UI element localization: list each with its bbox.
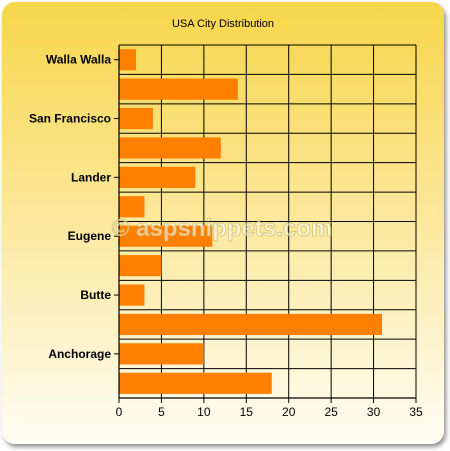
x-tick-label: 30 [367,405,381,419]
bar [119,372,272,394]
x-tick-label: 20 [282,405,296,419]
grid [118,44,417,398]
bar [119,343,204,365]
category-label: Walla Walla [46,53,111,67]
category-label: San Francisco [29,112,111,126]
bar [119,196,145,218]
bars [119,49,383,394]
bar [119,166,196,188]
bar [119,225,213,247]
chart-panel [2,2,444,444]
chart-title: USA City Distribution [172,18,274,30]
x-tick-label: 35 [409,405,423,419]
bar [119,313,383,336]
watermark: © aspsnippets.com [112,215,332,242]
x-tick-label: 15 [240,405,254,419]
bar [119,284,145,306]
category-label: Anchorage [48,347,111,361]
bar [119,78,238,100]
category-labels: Anchorage Butte Eugene Lander San Francisco W… [29,53,111,361]
bar [119,49,136,71]
category-label: Butte [80,288,111,302]
axes [114,45,417,403]
category-label: Eugene [68,229,112,243]
bar [119,255,162,277]
bar [119,107,153,130]
x-tick-labels: 0 5 10 15 20 25 30 35 [116,405,423,419]
x-tick-label: 10 [197,405,211,419]
x-tick-label: 25 [324,405,338,419]
x-tick-label: 0 [116,405,123,419]
bar [119,137,221,159]
category-label: Lander [71,170,111,184]
x-tick-label: 5 [158,405,165,419]
